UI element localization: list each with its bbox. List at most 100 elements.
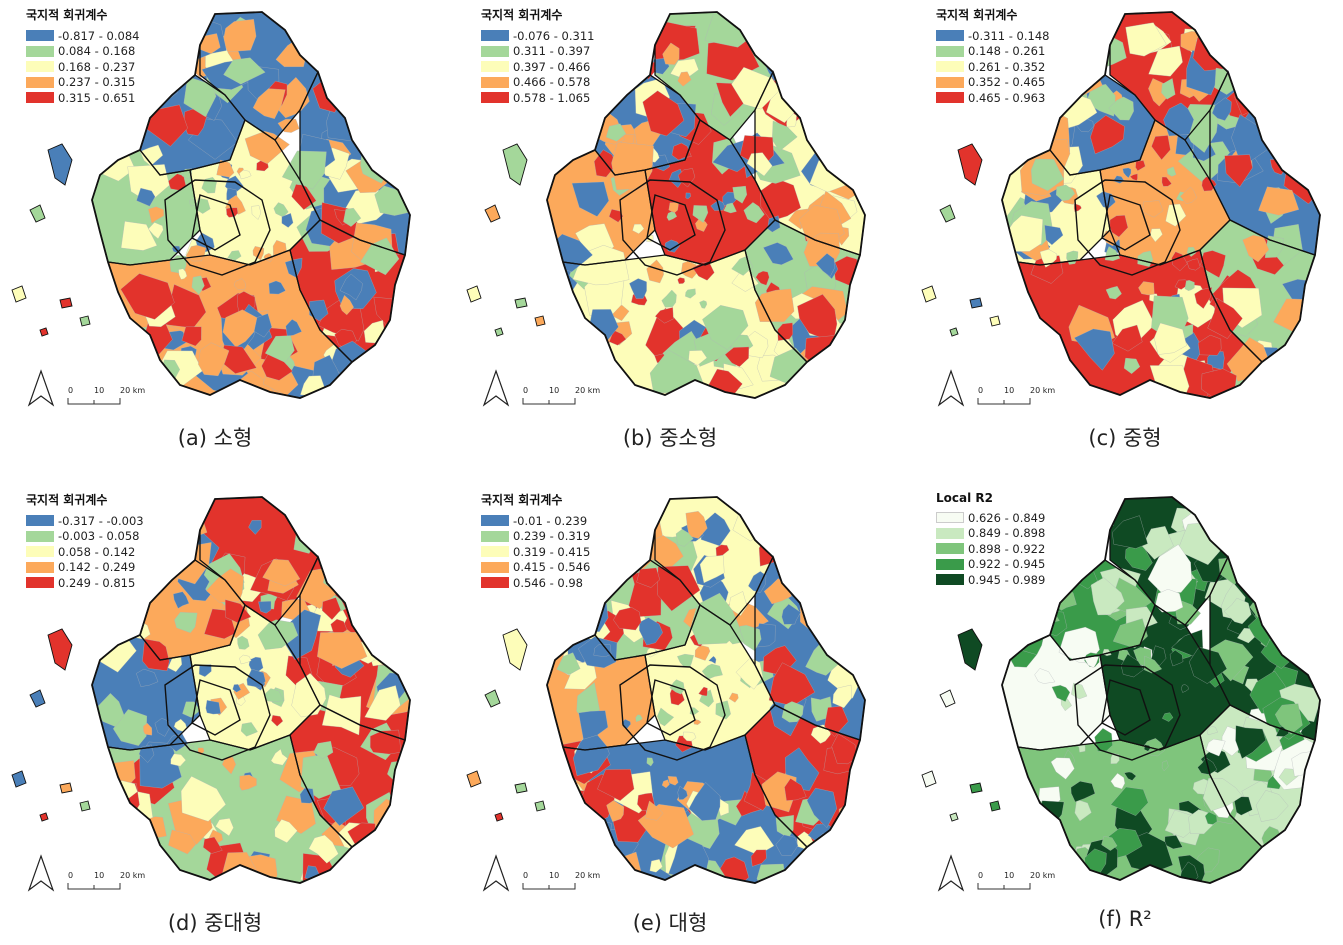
island bbox=[47, 628, 73, 671]
sub-region bbox=[666, 211, 677, 221]
choropleth-map bbox=[11, 11, 411, 399]
sub-region bbox=[1268, 99, 1302, 126]
sub-region bbox=[205, 700, 221, 715]
map-panel-c: 국지적 회귀계수 -0.311 - 0.148 0.148 - 0.261 0.261… bbox=[910, 0, 1340, 460]
province-outline bbox=[1001, 11, 1321, 399]
sub-region bbox=[1020, 134, 1041, 156]
island bbox=[47, 143, 73, 186]
sub-region bbox=[240, 722, 258, 737]
sub-region bbox=[136, 187, 156, 207]
sub-region bbox=[1194, 287, 1212, 309]
sub-region bbox=[369, 65, 410, 105]
legend-label: 0.239 - 0.319 bbox=[513, 529, 591, 544]
legend-title: 국지적 회귀계수 bbox=[26, 8, 108, 22]
legend-swatch bbox=[26, 92, 54, 104]
sub-region bbox=[221, 756, 237, 775]
sub-region bbox=[662, 42, 680, 65]
scale-bar: 0 10 20 km bbox=[522, 871, 600, 890]
island bbox=[39, 812, 49, 822]
sub-region bbox=[728, 692, 739, 703]
island bbox=[494, 327, 504, 337]
sub-region bbox=[299, 788, 315, 804]
legend-item: -0.01 - 0.239 bbox=[481, 513, 590, 529]
island bbox=[534, 800, 546, 812]
sub-region bbox=[591, 536, 606, 552]
sub-region bbox=[351, 538, 370, 558]
sub-region bbox=[552, 344, 584, 374]
sub-region bbox=[355, 508, 381, 534]
sub-region bbox=[125, 831, 158, 858]
province-outline bbox=[91, 11, 411, 399]
sub-region bbox=[323, 786, 364, 827]
legend-item: 0.352 - 0.465 bbox=[936, 75, 1049, 91]
sub-region bbox=[1074, 328, 1115, 371]
legend-item: 0.922 - 0.945 bbox=[936, 557, 1045, 573]
sub-region bbox=[677, 71, 692, 87]
legend-item: 0.084 - 0.168 bbox=[26, 44, 139, 60]
sub-region bbox=[313, 741, 334, 759]
sub-region bbox=[735, 657, 763, 690]
sub-region bbox=[1108, 96, 1134, 121]
sub-region bbox=[367, 566, 410, 605]
sub-region bbox=[1293, 600, 1316, 625]
sub-region bbox=[296, 499, 336, 539]
sub-region bbox=[120, 273, 175, 320]
island bbox=[11, 285, 27, 303]
choropleth-map bbox=[11, 496, 411, 884]
scale-tick-label: 0 bbox=[523, 871, 528, 880]
sub-region bbox=[1050, 42, 1098, 87]
sub-region bbox=[216, 159, 235, 178]
legend-swatch bbox=[26, 561, 54, 573]
island bbox=[502, 628, 528, 671]
sub-region bbox=[1069, 53, 1090, 71]
sub-region bbox=[606, 123, 626, 142]
sub-region bbox=[268, 280, 286, 295]
scale-bar: 0 10 20 km bbox=[67, 386, 145, 405]
sub-region bbox=[1279, 352, 1320, 397]
sub-region bbox=[1148, 45, 1183, 77]
scale-bar: 0 10 20 km bbox=[522, 386, 600, 405]
sub-region bbox=[1162, 712, 1174, 722]
sub-region bbox=[343, 564, 390, 600]
sub-region bbox=[1081, 35, 1100, 55]
province-outline bbox=[546, 11, 866, 399]
island bbox=[957, 143, 983, 186]
north-arrow-icon bbox=[27, 854, 55, 892]
sub-region bbox=[812, 30, 859, 76]
sub-region bbox=[1256, 53, 1277, 70]
sub-region bbox=[1110, 772, 1125, 790]
scale-tick-label: 20 km bbox=[1030, 386, 1055, 395]
legend-item: 0.898 - 0.922 bbox=[936, 541, 1045, 557]
map-panel-d: 국지적 회귀계수 -0.317 - -0.003 -0.003 - 0.058 0.0… bbox=[0, 485, 430, 945]
sub-region bbox=[632, 223, 645, 234]
sub-region bbox=[264, 335, 295, 363]
sub-region bbox=[1263, 506, 1281, 529]
sub-region bbox=[838, 804, 857, 825]
sub-region bbox=[339, 294, 354, 316]
sub-region bbox=[593, 644, 612, 657]
sub-region bbox=[657, 707, 675, 727]
legend-label: 0.415 - 0.546 bbox=[513, 560, 591, 575]
sub-region bbox=[148, 206, 164, 224]
legend-item: 0.239 - 0.319 bbox=[481, 529, 590, 545]
sub-region bbox=[699, 555, 725, 584]
legend-item: -0.311 - 0.148 bbox=[936, 28, 1049, 44]
legend-label: 0.397 - 0.466 bbox=[513, 59, 591, 74]
sub-region bbox=[1109, 215, 1129, 238]
sub-region bbox=[376, 364, 391, 379]
sub-region bbox=[718, 856, 749, 883]
sub-region bbox=[624, 531, 648, 551]
sub-region bbox=[374, 185, 410, 216]
sub-region bbox=[818, 104, 842, 140]
sub-region bbox=[828, 367, 865, 398]
sub-region bbox=[824, 706, 849, 737]
panel-caption: (b) 중소형 bbox=[622, 426, 718, 450]
sub-region bbox=[1135, 160, 1146, 172]
sub-region bbox=[143, 722, 153, 736]
legend-label: 0.898 - 0.922 bbox=[968, 541, 1046, 556]
sub-region bbox=[252, 88, 286, 119]
sub-region bbox=[765, 33, 812, 69]
sub-region bbox=[97, 333, 149, 382]
legend: 국지적 회귀계수 -0.076 - 0.311 0.311 - 0.397 0.397… bbox=[481, 6, 594, 106]
sub-region bbox=[654, 307, 674, 324]
